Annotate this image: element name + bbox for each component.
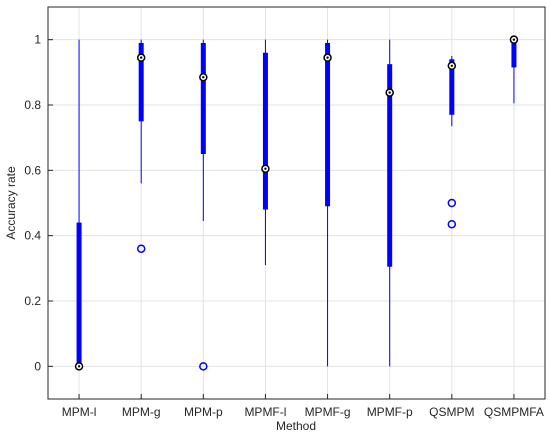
box [76,222,82,367]
box [511,39,517,68]
x-tick-label: MPM-p [184,405,223,419]
box [138,42,144,122]
box [200,42,206,154]
box [325,42,331,207]
outlier [447,219,457,229]
outlier [136,244,146,253]
y-tick-label: 0.4 [24,229,41,243]
outlier [447,198,457,208]
x-axis-label: Method [276,419,316,433]
median-dot [77,365,81,368]
median-dot [326,56,329,59]
median-dot [388,91,391,94]
y-axis-label: Accuracy rate [4,166,18,240]
median-dot [512,38,516,41]
y-tick-label: 1 [34,33,41,47]
x-tick-label: MPM-l [62,405,97,419]
y-tick-label: 0.2 [24,294,41,308]
x-tick-label: QSMPM [429,405,474,419]
x-tick-label: MPMF-l [244,405,286,419]
x-tick-label: MPM-g [122,405,161,419]
box [387,64,393,267]
outlier [199,362,208,371]
y-tick-label: 0 [34,359,41,373]
x-tick-label: MPMF-g [305,405,351,419]
median-dot [264,167,267,170]
x-tick-label: MPMF-p [367,405,413,419]
x-tick-label: QSMPMFA [484,405,544,419]
median-dot [202,76,205,79]
median-dot [450,64,454,68]
median-dot [139,56,143,59]
axes-box [47,6,546,400]
y-tick-label: 0.6 [24,163,41,177]
y-tick-label: 0.8 [24,98,41,112]
box [449,59,455,115]
box [262,52,268,210]
plot-area [48,7,545,399]
